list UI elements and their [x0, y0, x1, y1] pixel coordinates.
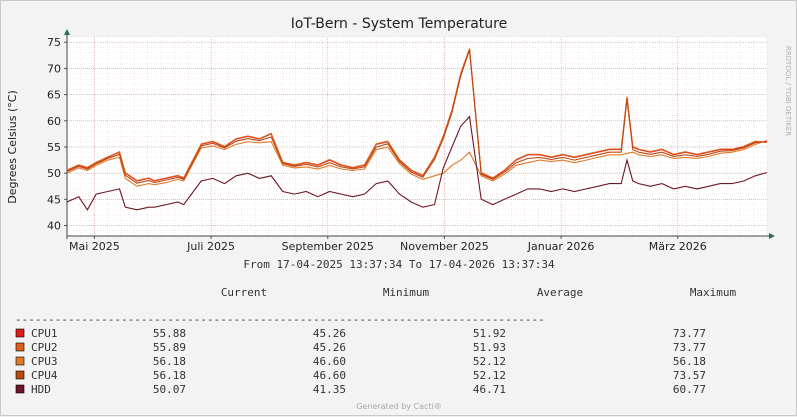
- legend-swatch: [15, 328, 25, 338]
- legend-name: HDD: [31, 383, 51, 396]
- y-tick-label: 40: [47, 220, 61, 233]
- series-line-cpu3: [66, 140, 768, 187]
- legend-value: 73.57: [673, 369, 706, 382]
- x-tick-label: Mai 2025: [69, 240, 120, 253]
- legend-swatch: [15, 342, 25, 352]
- legend-value: 60.77: [673, 383, 706, 396]
- legend-value: 51.92: [473, 327, 506, 340]
- legend-value: 52.12: [473, 369, 506, 382]
- legend-header-minimum: Minimum: [383, 286, 430, 299]
- x-tick-label: März 2026: [649, 240, 707, 253]
- legend-value: 56.18: [673, 355, 706, 368]
- legend-value: 55.88: [153, 327, 186, 340]
- legend-header-current: Current: [221, 286, 267, 299]
- legend-name: CPU3: [31, 355, 58, 368]
- legend-value: 56.18: [153, 355, 186, 368]
- legend: Current Minimum Average Maximum ------------…: [15, 286, 737, 396]
- legend-swatch: [15, 370, 25, 380]
- rrdtool-watermark: RRDTOOL / TOBI OETIKER: [784, 46, 792, 136]
- legend-value: 45.26: [313, 341, 346, 354]
- series-line-cpu2: [66, 48, 768, 182]
- legend-name: CPU1: [31, 327, 58, 340]
- legend-swatch: [15, 356, 25, 366]
- legend-value: 45.26: [313, 327, 346, 340]
- legend-value: 51.93: [473, 341, 506, 354]
- legend-name: CPU2: [31, 341, 58, 354]
- plot-area: 40 45 50 55 60 65 70 75 Mai 2025 Juli 2025 Septemb…: [47, 29, 775, 253]
- y-axis-arrow: [64, 29, 70, 35]
- legend-value: 46.71: [473, 383, 506, 396]
- legend-value: 73.77: [673, 327, 706, 340]
- y-tick-label: 55: [47, 141, 61, 154]
- y-tick-label: 60: [47, 115, 61, 128]
- chart-title: IoT-Bern - System Temperature: [291, 16, 507, 32]
- legend-value: 56.18: [153, 369, 186, 382]
- y-tick-label: 70: [47, 62, 61, 75]
- y-axis-label: Degrees Celsius (°C): [6, 90, 19, 204]
- x-tick-label: Januar 2026: [527, 240, 595, 253]
- x-axis-arrow: [769, 233, 775, 239]
- legend-separator: ----------------------------------------…: [15, 313, 545, 326]
- legend-header-maximum: Maximum: [690, 286, 737, 299]
- legend-header-average: Average: [537, 286, 583, 299]
- series-line-cpu4: [66, 49, 768, 184]
- time-range-text: From 17-04-2025 13:37:34 To 17-04-2026 1…: [243, 258, 555, 271]
- y-tick-label: 75: [47, 36, 61, 49]
- legend-value: 41.35: [313, 383, 346, 396]
- y-tick-label: 50: [47, 167, 61, 180]
- legend-value: 52.12: [473, 355, 506, 368]
- legend-value: 50.07: [153, 383, 186, 396]
- legend-value: 55.89: [153, 341, 186, 354]
- legend-value: 46.60: [313, 369, 346, 382]
- legend-value: 73.77: [673, 341, 706, 354]
- x-tick-label: September 2025: [282, 240, 374, 253]
- x-tick-label: Juli 2025: [186, 240, 235, 253]
- series-line-hdd: [66, 115, 768, 211]
- legend-name: CPU4: [31, 369, 58, 382]
- legend-value: 46.60: [313, 355, 346, 368]
- y-tick-label: 45: [47, 193, 61, 206]
- y-tick-label: 65: [47, 89, 61, 102]
- legend-swatch: [15, 384, 25, 394]
- footer-credit: Generated by Cacti®: [356, 402, 442, 411]
- x-tick-label: November 2025: [400, 240, 489, 253]
